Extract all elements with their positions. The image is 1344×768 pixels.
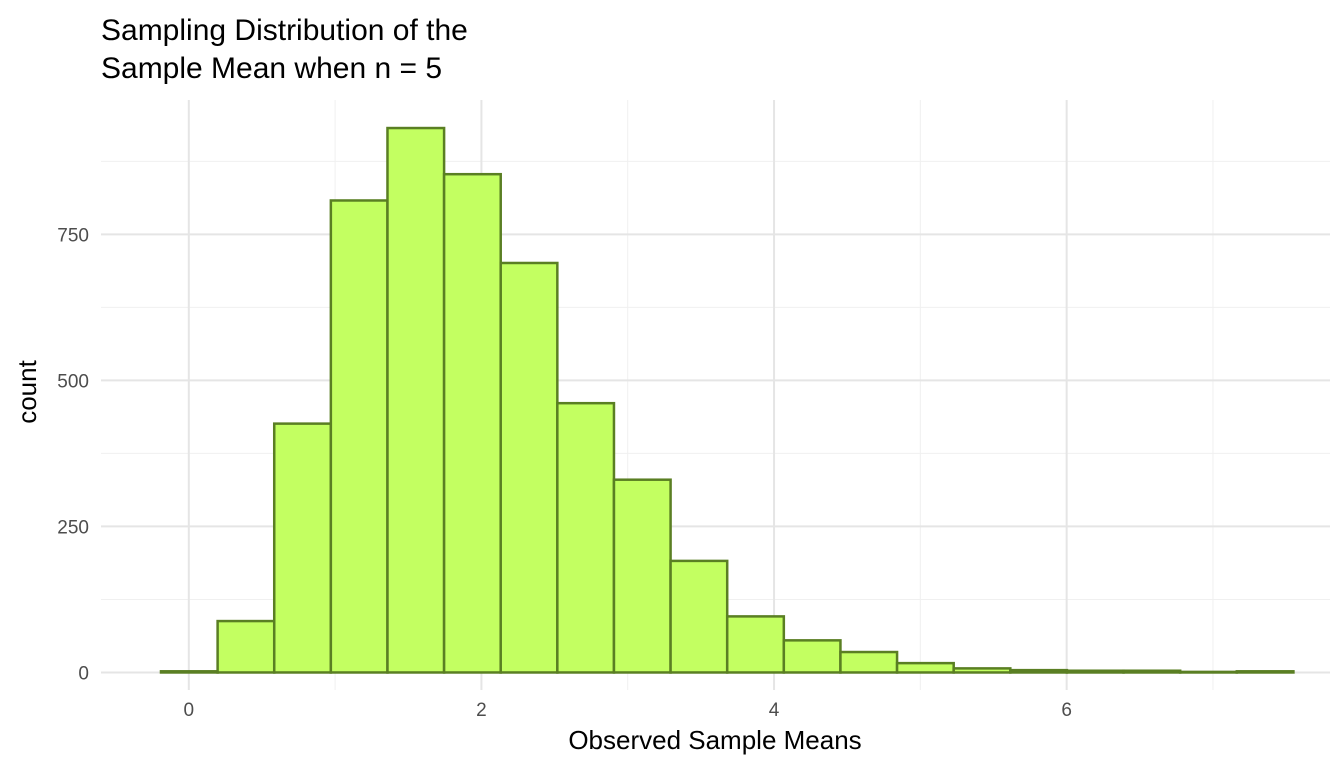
chart-title-line-1: Sampling Distribution of the: [101, 14, 468, 47]
histogram-bar: [159, 670, 219, 674]
y-tick-label: 500: [57, 371, 89, 392]
y-axis-tick-labels: 0 250 500 750: [57, 225, 89, 684]
y-axis-title: count: [12, 359, 42, 423]
chart-title-line-2: Sample Mean when n = 5: [101, 52, 442, 85]
y-tick-label: 250: [57, 517, 89, 538]
histogram-bar: [1065, 669, 1125, 674]
histogram-bar: [1009, 668, 1069, 674]
histogram-bar: [839, 650, 899, 674]
histogram-bar: [612, 478, 672, 674]
x-tick-label: 0: [183, 700, 194, 721]
x-tick-label: 4: [769, 700, 780, 721]
x-axis-title: Observed Sample Means: [568, 725, 861, 755]
y-tick-label: 750: [57, 225, 89, 246]
histogram-bar: [216, 619, 276, 674]
histogram-bars: [159, 126, 1295, 674]
x-tick-label: 6: [1061, 700, 1072, 721]
histogram-bar: [895, 661, 955, 674]
histogram-bar: [669, 559, 729, 674]
x-axis-tick-labels: 0 2 4 6: [183, 700, 1071, 721]
histogram-bar: [499, 261, 559, 674]
histogram-bar: [1235, 670, 1295, 674]
histogram-bar: [782, 639, 842, 674]
histogram-bar: [1178, 670, 1239, 674]
histogram-bar: [329, 199, 389, 674]
histogram-bar: [272, 422, 333, 674]
histogram-bar: [556, 401, 616, 674]
x-tick-label: 2: [476, 700, 487, 721]
histogram-bar: [442, 172, 502, 674]
histogram-bar: [1122, 669, 1182, 674]
histogram-bar: [725, 615, 786, 674]
histogram-bar: [952, 667, 1012, 674]
histogram-bar: [386, 126, 446, 674]
y-tick-label: 0: [78, 663, 89, 684]
